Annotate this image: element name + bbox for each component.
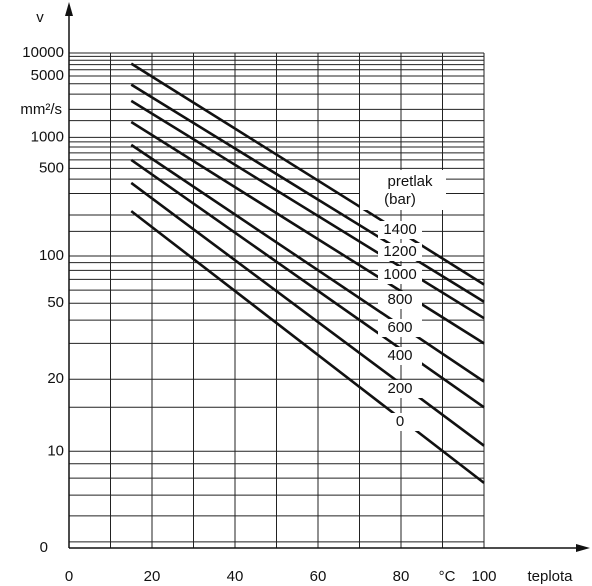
label-bg (378, 347, 422, 365)
series-label: 800 (387, 291, 412, 308)
x-axis-label: teplota (527, 568, 573, 585)
x-tick-label: 20 (144, 568, 161, 585)
x-tick-label: 0 (65, 568, 73, 585)
y-tick-label: 50 (47, 294, 64, 311)
series-label: 1400 (383, 221, 416, 238)
y-tick-label: 10000 (22, 44, 64, 61)
legend-title-bg (360, 170, 446, 210)
series-line (130, 210, 485, 484)
y-tick-label: 1000 (31, 128, 64, 145)
lines (130, 62, 485, 484)
series-label: 1000 (383, 266, 416, 283)
series-label: 200 (387, 380, 412, 397)
y-arrow (65, 2, 73, 16)
label-bg (378, 291, 422, 309)
x-arrow (576, 544, 590, 552)
y-tick-label: 5000 (31, 67, 64, 84)
y-origin-label: 0 (40, 539, 48, 556)
series-label: 600 (387, 319, 412, 336)
labels: 1400 1200 1000 800 600 400 200 0 pretlak(bar) (360, 170, 446, 431)
series-line (130, 120, 485, 345)
series-line (130, 181, 485, 447)
label-bg (378, 319, 422, 337)
x-tick-label: 80 (393, 568, 410, 585)
series-label: 1200 (383, 243, 416, 260)
series-line (130, 62, 485, 286)
legend-title: (bar) (384, 191, 416, 208)
label-bg (378, 413, 422, 431)
y-tick-label: 500 (39, 159, 64, 176)
y-tick-label: 100 (39, 247, 64, 264)
label-bg (378, 221, 422, 239)
x-tick-label: 60 (310, 568, 327, 585)
series-label: 0 (396, 413, 404, 430)
y-tick-label: 10 (47, 442, 64, 459)
x-unit: °C (439, 568, 456, 585)
legend-title: pretlak (387, 173, 433, 190)
y-tick-label: 20 (47, 370, 64, 387)
series-line (130, 99, 485, 320)
label-bg (378, 243, 422, 261)
series-line (130, 158, 485, 409)
x-tick-label: 40 (227, 568, 244, 585)
y-unit: mm²/s (20, 101, 62, 118)
label-bg (378, 266, 422, 284)
label-bg (378, 380, 422, 398)
series-line (130, 143, 485, 383)
series-line (130, 83, 485, 303)
x-tick-label: 100 (471, 568, 496, 585)
y-axis-label: v (36, 9, 44, 26)
series-label: 400 (387, 347, 412, 364)
